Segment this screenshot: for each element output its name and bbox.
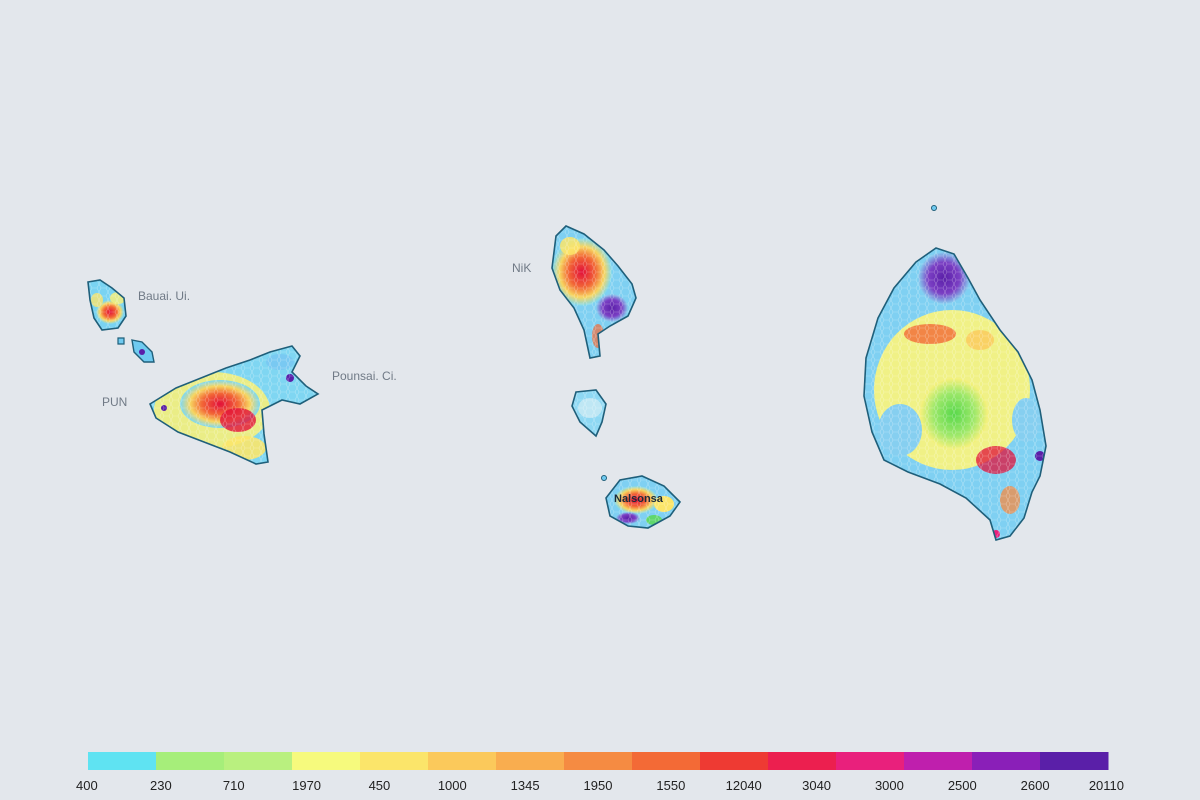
islets-a <box>117 337 155 363</box>
legend-swatch <box>428 752 497 770</box>
island-a <box>87 279 127 331</box>
legend-swatch <box>700 752 769 770</box>
legend-tick-label: 1000 <box>438 778 467 793</box>
legend-tick-label: 230 <box>150 778 172 793</box>
legend-tick-label: 1550 <box>656 778 685 793</box>
legend-tick-label: 710 <box>223 778 245 793</box>
legend-tick-label: 12040 <box>726 778 762 793</box>
label-nalsonsa: Nalsonsa <box>614 493 664 505</box>
island-d <box>571 389 607 481</box>
label-bauai: Bauai. Ui. <box>138 289 190 303</box>
legend-swatch <box>904 752 973 770</box>
legend-swatch <box>496 752 565 770</box>
label-pun: PUN <box>102 395 127 409</box>
legend-tick-label: 2500 <box>948 778 977 793</box>
color-legend: 400 230 710 1970 450 1000 1345 1950 1550 12040 304… <box>76 752 1124 793</box>
legend-swatch <box>836 752 905 770</box>
island-c <box>551 225 637 359</box>
legend-swatch <box>1040 752 1109 770</box>
island-f <box>863 205 1047 541</box>
label-nik: NiK <box>512 261 531 275</box>
legend-swatch <box>360 752 429 770</box>
label-pounsai: Pounsai. Ci. <box>332 369 397 383</box>
legend-swatch <box>292 752 361 770</box>
legend-tick-label: 2600 <box>1021 778 1050 793</box>
legend-swatch <box>88 752 157 770</box>
legend-tick-label: 400 <box>76 778 98 793</box>
legend-swatch <box>564 752 633 770</box>
legend-tick-label: 450 <box>369 778 391 793</box>
legend-swatch <box>632 752 701 770</box>
legend-tick-label: 1970 <box>292 778 321 793</box>
legend-swatch <box>768 752 837 770</box>
legend-tick-label: 1950 <box>584 778 613 793</box>
legend-swatch <box>156 752 225 770</box>
legend-tick-label: 3040 <box>802 778 831 793</box>
legend-tick-label: 20110 <box>1089 778 1124 793</box>
legend-swatch <box>972 752 1041 770</box>
legend-tick-label: 1345 <box>511 778 540 793</box>
legend-tick-label: 3000 <box>875 778 904 793</box>
island-b <box>148 345 320 465</box>
legend-swatch <box>224 752 293 770</box>
